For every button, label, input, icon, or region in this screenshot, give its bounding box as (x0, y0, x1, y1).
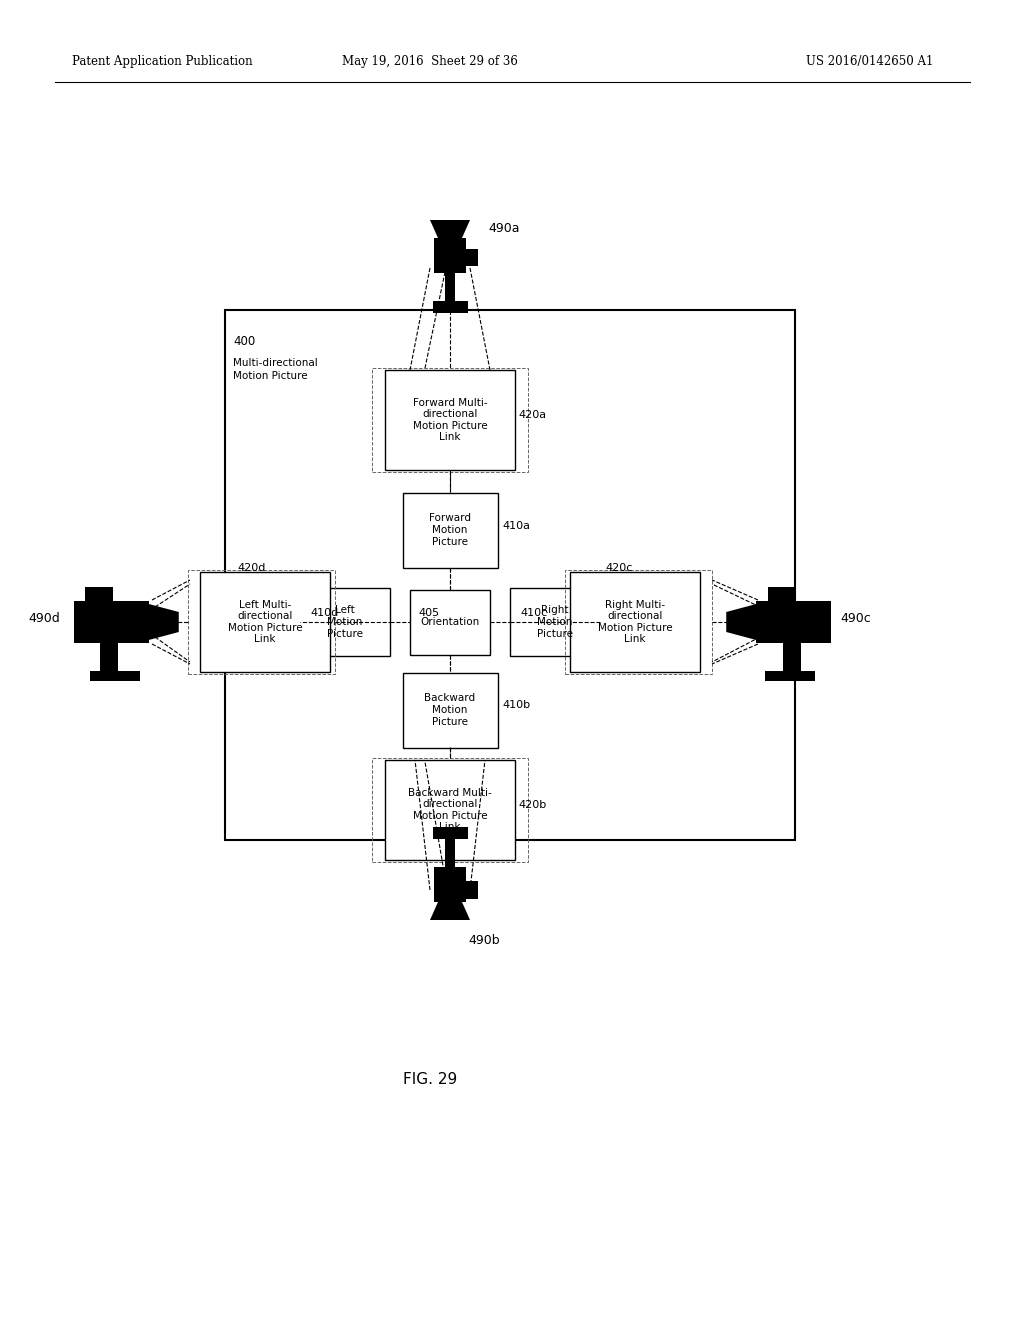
Text: Left
Motion
Picture: Left Motion Picture (327, 606, 362, 639)
Polygon shape (768, 587, 796, 601)
Text: 400: 400 (233, 335, 255, 348)
Bar (385, 760, 515, 861)
Polygon shape (782, 643, 801, 671)
Text: US 2016/0142650 A1: US 2016/0142650 A1 (806, 55, 934, 69)
Polygon shape (430, 902, 470, 920)
Bar (372, 368, 528, 473)
Polygon shape (85, 587, 113, 601)
Text: 410b: 410b (502, 700, 530, 710)
Text: Forward
Motion
Picture: Forward Motion Picture (429, 513, 471, 546)
Bar (225, 310, 795, 840)
Polygon shape (74, 601, 148, 643)
Polygon shape (765, 671, 815, 681)
Text: 410c: 410c (520, 609, 547, 618)
Text: Right Multi-
directional
Motion Picture
Link: Right Multi- directional Motion Picture … (598, 599, 673, 644)
Polygon shape (726, 605, 757, 640)
Text: 420b: 420b (518, 800, 546, 810)
Bar (372, 758, 528, 862)
Polygon shape (432, 301, 468, 313)
Text: Patent Application Publication: Patent Application Publication (72, 55, 253, 69)
Polygon shape (90, 671, 140, 681)
Text: FIG. 29: FIG. 29 (402, 1072, 457, 1088)
Bar (402, 492, 498, 568)
Bar (565, 570, 712, 675)
Bar (410, 590, 490, 655)
Text: 420c: 420c (605, 564, 633, 573)
Polygon shape (100, 643, 118, 671)
Text: 420a: 420a (518, 411, 546, 420)
Text: 490a: 490a (488, 222, 519, 235)
Text: 490d: 490d (29, 611, 60, 624)
Polygon shape (466, 880, 478, 899)
Text: 420d: 420d (237, 564, 265, 573)
Text: 410d: 410d (310, 609, 338, 618)
Text: Forward Multi-
directional
Motion Picture
Link: Forward Multi- directional Motion Pictur… (413, 397, 487, 442)
Bar (402, 672, 498, 747)
Polygon shape (434, 867, 466, 902)
Text: Backward Multi-
directional
Motion Picture
Link: Backward Multi- directional Motion Pictu… (409, 788, 492, 833)
Text: 490c: 490c (840, 611, 870, 624)
Bar (200, 572, 330, 672)
Polygon shape (445, 273, 455, 301)
Text: 410a: 410a (502, 521, 530, 531)
Text: Left Multi-
directional
Motion Picture
Link: Left Multi- directional Motion Picture L… (227, 599, 302, 644)
Polygon shape (148, 605, 179, 640)
Polygon shape (430, 220, 470, 238)
Polygon shape (432, 828, 468, 840)
Bar (510, 587, 600, 656)
Text: May 19, 2016  Sheet 29 of 36: May 19, 2016 Sheet 29 of 36 (342, 55, 518, 69)
Bar (385, 370, 515, 470)
Text: Backward
Motion
Picture: Backward Motion Picture (424, 693, 475, 726)
Polygon shape (445, 840, 455, 867)
Text: Multi-directional
Motion Picture: Multi-directional Motion Picture (233, 358, 317, 381)
Bar (570, 572, 700, 672)
Text: 490b: 490b (468, 933, 500, 946)
Text: 405: 405 (418, 609, 439, 618)
Polygon shape (757, 601, 831, 643)
Text: Right
Motion
Picture: Right Motion Picture (537, 606, 573, 639)
Bar (300, 587, 390, 656)
Text: Orientation: Orientation (421, 616, 479, 627)
Polygon shape (434, 238, 466, 273)
Bar (188, 570, 335, 675)
Polygon shape (466, 248, 478, 267)
